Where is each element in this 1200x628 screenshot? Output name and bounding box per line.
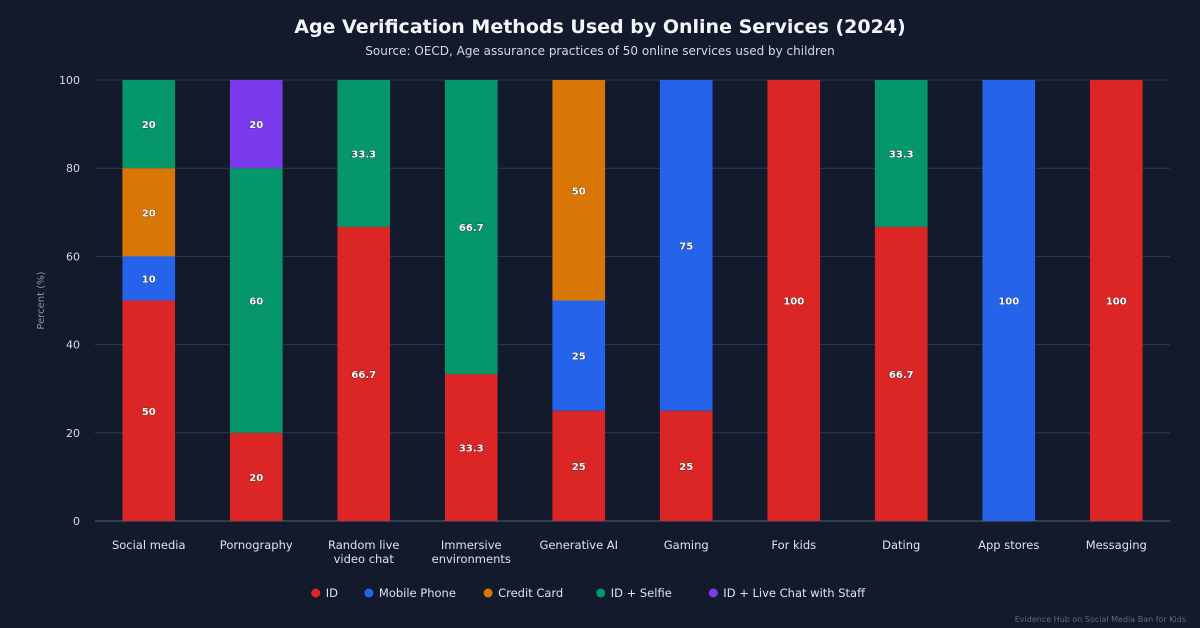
x-tick-label: Random live xyxy=(328,538,400,552)
y-tick-label: 60 xyxy=(66,250,80,263)
bar-segment xyxy=(122,300,176,521)
x-tick-label: App stores xyxy=(978,538,1039,552)
x-tick-label: Social media xyxy=(112,538,186,552)
bar-value-label: 20 xyxy=(249,120,263,131)
bar-value-label: 100 xyxy=(783,297,804,308)
legend-marker xyxy=(596,588,606,598)
x-tick-label: For kids xyxy=(771,538,816,552)
bar-value-label: 100 xyxy=(1106,297,1127,308)
bar-segment xyxy=(122,256,176,301)
bar-segment xyxy=(552,300,606,411)
bar-value-label: 20 xyxy=(249,473,263,484)
bar-segment xyxy=(337,80,391,227)
bar-segment xyxy=(229,432,283,521)
bar-segment xyxy=(767,80,821,521)
bar-value-label: 66.7 xyxy=(351,370,376,381)
watermark-text: Evidence Hub on Social Media Ban for Kid… xyxy=(1014,615,1186,624)
legend-label: Credit Card xyxy=(498,586,563,600)
bar-value-label: 60 xyxy=(249,297,263,308)
bar-segment xyxy=(552,410,606,521)
bar-value-label: 20 xyxy=(142,208,156,219)
y-tick-label: 80 xyxy=(66,162,80,175)
bar-segment xyxy=(874,226,928,521)
legend-marker xyxy=(708,588,718,598)
bar-segment xyxy=(1089,80,1143,521)
y-tick-label: 40 xyxy=(66,339,80,352)
x-tick-label: Dating xyxy=(882,538,920,552)
x-tick-label: Gaming xyxy=(664,538,709,552)
bar-value-label: 50 xyxy=(572,186,586,197)
y-tick-label: 0 xyxy=(73,515,80,528)
bar-segment xyxy=(122,168,176,257)
legend-label: ID + Live Chat with Staff xyxy=(723,586,866,600)
bar-segment xyxy=(444,80,498,375)
y-tick-label: 20 xyxy=(66,427,80,440)
legend-label: Mobile Phone xyxy=(379,586,456,600)
legend-marker xyxy=(311,588,321,598)
legend-marker xyxy=(483,588,493,598)
chart-subtitle: Source: OECD, Age assurance practices of… xyxy=(365,44,835,58)
bar-value-label: 33.3 xyxy=(351,149,376,160)
bar-value-label: 50 xyxy=(142,407,156,418)
bar-value-label: 25 xyxy=(572,352,586,363)
bar-value-label: 25 xyxy=(572,462,586,473)
x-tick-label: video chat xyxy=(334,552,395,566)
bar-value-label: 33.3 xyxy=(459,444,484,455)
bar-segment xyxy=(659,410,713,521)
bar-segment xyxy=(337,226,391,521)
bar-segment xyxy=(874,80,928,227)
bar-value-label: 75 xyxy=(679,241,693,252)
legend-label: ID xyxy=(326,586,338,600)
bar-segment xyxy=(552,80,606,301)
legend-label: ID + Selfie xyxy=(611,586,672,600)
y-axis-label: Percent (%) xyxy=(36,271,47,329)
bar-value-label: 20 xyxy=(142,120,156,131)
x-tick-label: environments xyxy=(432,552,511,566)
bar-segment xyxy=(229,168,283,433)
legend-marker xyxy=(364,588,374,598)
x-tick-label: Pornography xyxy=(220,538,293,552)
bar-value-label: 10 xyxy=(142,274,156,285)
bar-value-label: 66.7 xyxy=(889,370,914,381)
x-tick-label: Messaging xyxy=(1086,538,1147,552)
chart-title: Age Verification Methods Used by Online … xyxy=(294,16,906,38)
bar-value-label: 100 xyxy=(998,297,1019,308)
bar-segment xyxy=(122,80,176,169)
bar-segment xyxy=(229,80,283,169)
y-tick-label: 100 xyxy=(59,74,80,87)
x-tick-label: Generative AI xyxy=(539,538,618,552)
bar-segment xyxy=(444,374,498,521)
x-tick-label: Immersive xyxy=(441,538,502,552)
bar-value-label: 66.7 xyxy=(459,223,484,234)
bar-value-label: 25 xyxy=(679,462,693,473)
bar-segment xyxy=(659,80,713,411)
bar-segment xyxy=(982,80,1036,521)
bar-value-label: 33.3 xyxy=(889,149,914,160)
